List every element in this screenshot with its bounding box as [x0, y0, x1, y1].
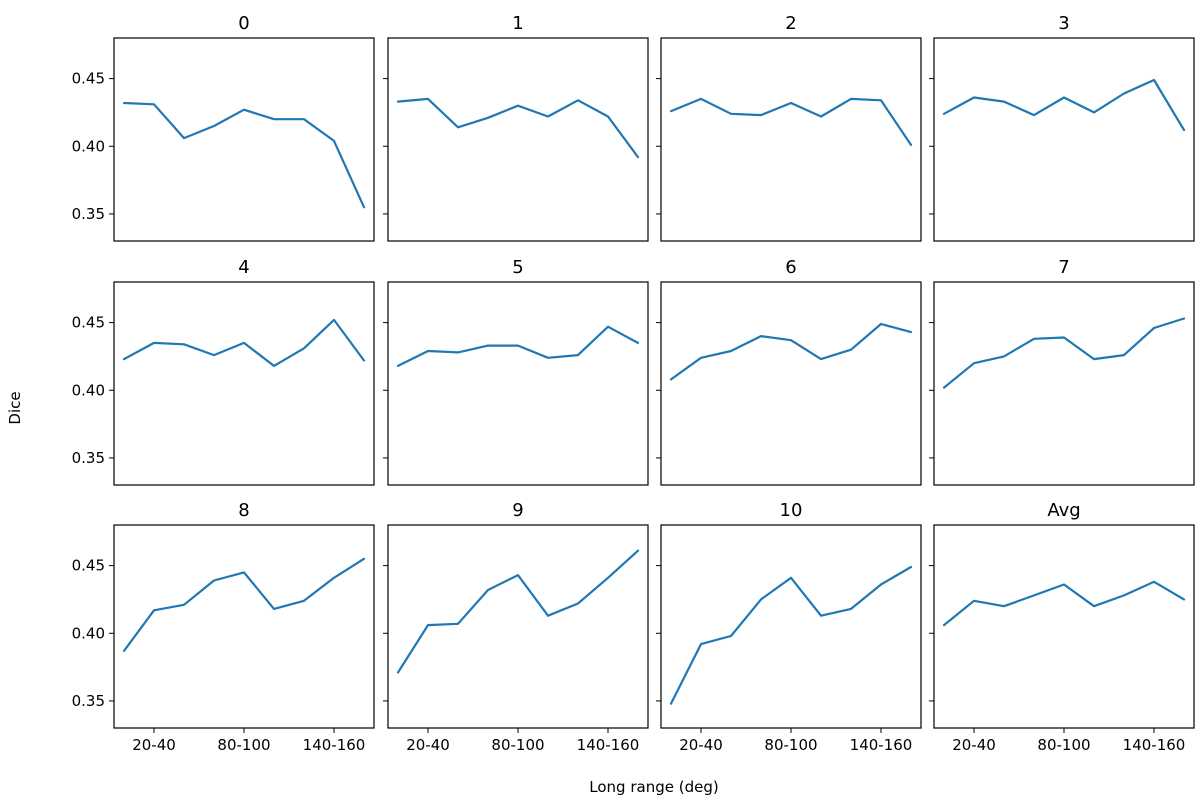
subplot-frame	[933, 37, 1195, 242]
subplot-title: 6	[785, 257, 796, 278]
subplot-frame	[660, 37, 922, 242]
x-tick-label: 140-160	[577, 736, 640, 754]
x-tick-label: 80-100	[764, 736, 817, 754]
x-axis-label: Long range (deg)	[589, 778, 718, 796]
series-line	[122, 318, 366, 367]
y-tick-label: 0.40	[72, 624, 105, 642]
subplot-frame	[113, 524, 375, 729]
series-line	[396, 549, 640, 674]
series-line	[122, 101, 366, 209]
series-line	[396, 325, 640, 367]
subplot-3: 3	[929, 13, 1195, 242]
subplot-title: 1	[512, 13, 523, 34]
subplot-title: 10	[780, 500, 803, 521]
x-tick-label: 80-100	[217, 736, 270, 754]
subplot-Avg: Avg 20-40 80-100 140-160	[929, 500, 1195, 754]
subplot-title: 2	[785, 13, 796, 34]
x-tick-label: 140-160	[303, 736, 366, 754]
subplot-2: 2	[656, 13, 922, 242]
subplot-grid: 0 0.35 0.40 0.45 1 2 3 4 0.35 0.40 0.45 5 6 7 8 0.35 0.4…	[72, 13, 1195, 754]
subplot-frame	[660, 281, 922, 486]
y-tick-label: 0.35	[72, 449, 105, 467]
x-tick-label: 20-40	[406, 736, 450, 754]
y-tick-label: 0.45	[72, 314, 105, 332]
subplot-title: 5	[512, 257, 523, 278]
subplot-4: 4 0.35 0.40 0.45	[72, 257, 375, 486]
subplot-7: 7	[929, 257, 1195, 486]
subplot-title: 4	[238, 257, 249, 278]
subplot-frame	[113, 281, 375, 486]
x-tick-label: 20-40	[952, 736, 996, 754]
y-tick-label: 0.45	[72, 557, 105, 575]
y-tick-label: 0.40	[72, 381, 105, 399]
series-line	[396, 97, 640, 159]
series-line	[669, 565, 913, 705]
x-tick-label: 20-40	[679, 736, 723, 754]
series-line	[942, 78, 1186, 132]
subplot-title: 3	[1058, 13, 1069, 34]
subplot-6: 6	[656, 257, 922, 486]
x-tick-label: 80-100	[491, 736, 544, 754]
subplot-title: 9	[512, 500, 523, 521]
subplot-1: 1	[383, 13, 649, 242]
series-line	[669, 97, 913, 146]
series-line	[122, 557, 366, 653]
y-tick-label: 0.35	[72, 205, 105, 223]
subplot-9: 9 20-40 80-100 140-160	[383, 500, 649, 754]
x-tick-label: 140-160	[1123, 736, 1186, 754]
series-line	[669, 322, 913, 381]
subplot-0: 0 0.35 0.40 0.45	[72, 13, 375, 242]
x-tick-label: 80-100	[1037, 736, 1090, 754]
subplot-title: Avg	[1047, 500, 1080, 521]
subplot-frame	[387, 281, 649, 486]
subplot-frame	[113, 37, 375, 242]
y-tick-label: 0.35	[72, 692, 105, 710]
subplot-title: 7	[1058, 257, 1069, 278]
subplot-frame	[933, 524, 1195, 729]
subplot-frame	[933, 281, 1195, 486]
subplot-10: 10 20-40 80-100 140-160	[656, 500, 922, 754]
subplot-5: 5	[383, 257, 649, 486]
y-tick-label: 0.45	[72, 70, 105, 88]
series-line	[942, 580, 1186, 627]
y-axis-label: Dice	[6, 391, 24, 424]
series-line	[942, 317, 1186, 389]
subplot-8: 8 0.35 0.40 0.45 20-40 80-100 140-160	[72, 500, 375, 754]
y-tick-label: 0.40	[72, 137, 105, 155]
subplot-frame	[387, 37, 649, 242]
subplot-title: 0	[238, 13, 249, 34]
x-tick-label: 140-160	[850, 736, 913, 754]
x-tick-label: 20-40	[132, 736, 176, 754]
subplot-frame	[660, 524, 922, 729]
subplot-title: 8	[238, 500, 249, 521]
